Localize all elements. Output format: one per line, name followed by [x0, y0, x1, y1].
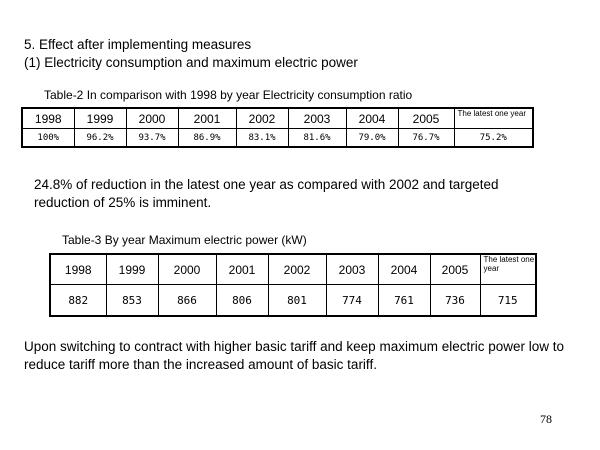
table2-value-cell: 100% [21, 128, 75, 148]
table3-header-cell: 2001 [215, 253, 269, 285]
table3-max-power: 1998 1999 2000 2001 2002 2003 2004 2005 … [49, 253, 537, 317]
table2-value-cell: 93.7% [125, 128, 179, 148]
table2-consumption-ratio: 1998 1999 2000 2001 2002 2003 2004 2005 … [21, 107, 534, 148]
table3-value-cell: 853 [105, 284, 159, 317]
table2-value-row: 100% 96.2% 93.7% 86.9% 83.1% 81.6% 79.0%… [21, 128, 534, 148]
table2-header-cell: 1999 [73, 107, 127, 129]
table3-header-cell: The latest one year [479, 253, 537, 285]
table2-header-cell: The latest one year [453, 107, 534, 129]
table3-value-cell: 736 [429, 284, 481, 317]
table3-value-cell: 715 [479, 284, 537, 317]
table3-header-cell: 2002 [267, 253, 327, 285]
table2-header-cell: 2001 [177, 107, 237, 129]
table3-header-cell: 1999 [105, 253, 159, 285]
table3-caption: Table-3 By year Maximum electric power (… [62, 233, 307, 247]
table2-value-cell: 75.2% [453, 128, 534, 148]
table2-value-cell: 79.0% [345, 128, 399, 148]
table3-value-cell: 866 [157, 284, 217, 317]
table2-value-cell: 96.2% [73, 128, 127, 148]
table2-value-cell: 81.6% [287, 128, 347, 148]
table2-header-row: 1998 1999 2000 2001 2002 2003 2004 2005 … [21, 107, 534, 129]
table2-header-cell: 1998 [21, 107, 75, 129]
table3-value-cell: 761 [377, 284, 431, 317]
table3-value-cell: 774 [325, 284, 379, 317]
table3-value-row: 882 853 866 806 801 774 761 736 715 [49, 284, 537, 317]
table2-header-cell: 2002 [235, 107, 289, 129]
table3-value-cell: 806 [215, 284, 269, 317]
table2-header-cell: 2003 [287, 107, 347, 129]
table2-header-cell: 2000 [125, 107, 179, 129]
table3-header-cell: 2004 [377, 253, 431, 285]
subsection-heading: (1) Electricity consumption and maximum … [24, 55, 358, 70]
tariff-paragraph: Upon switching to contract with higher b… [24, 339, 564, 372]
table3-header-cell: 1998 [49, 253, 107, 285]
table3-header-cell: 2005 [429, 253, 481, 285]
table2-value-cell: 83.1% [235, 128, 289, 148]
table3-value-cell: 801 [267, 284, 327, 317]
table2-value-cell: 76.7% [397, 128, 455, 148]
table3-header-row: 1998 1999 2000 2001 2002 2003 2004 2005 … [49, 253, 537, 285]
table3-header-cell: 2003 [325, 253, 379, 285]
table2-header-cell: 2005 [397, 107, 455, 129]
table3-header-cell: 2000 [157, 253, 217, 285]
reduction-paragraph: 24.8% of reduction in the latest one yea… [34, 177, 499, 210]
table2-header-cell: 2004 [345, 107, 399, 129]
table2-caption: Table-2 In comparison with 1998 by year … [44, 88, 413, 102]
table2-value-cell: 86.9% [177, 128, 237, 148]
section-heading: 5. Effect after implementing measures [24, 37, 252, 52]
page-number: 78 [540, 412, 552, 426]
table3-value-cell: 882 [49, 284, 107, 317]
